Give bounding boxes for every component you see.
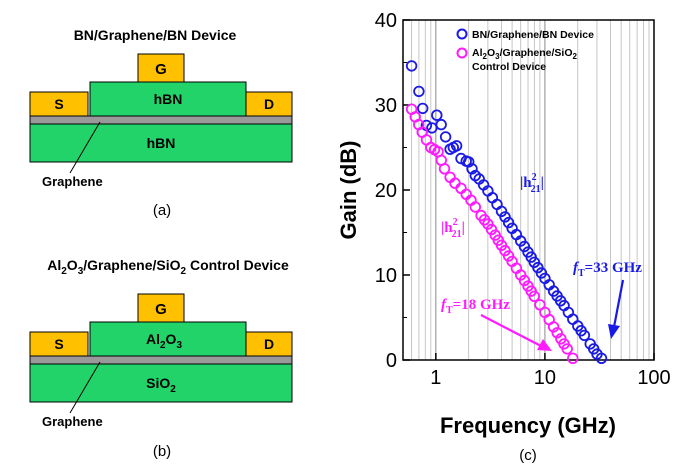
data-point [405,60,418,72]
data-point [469,201,482,213]
panel-b-title: Al2O3/Graphene/SiO2 Control Device [47,257,289,277]
gate-label-b: G [155,301,167,318]
gate-label-a: G [155,61,167,78]
data-point [450,140,463,152]
gate-contact-a [137,53,185,83]
chart-grid [411,20,650,360]
y-tick-label: 30 [375,95,397,117]
caption-b: (b) [153,443,171,460]
x-tick-label: 10 [534,367,556,389]
drain-contact-a [245,91,293,117]
y-axis-label: Gain (dB) [336,141,361,240]
data-point [534,299,546,311]
sio2-substrate-layer [29,363,293,403]
panel-a: BN/Graphene/BN Device hBN S D hBN G Grap… [29,27,293,219]
graphene-label-a: Graphene [42,174,103,189]
panel-b: Al2O3/Graphene/SiO2 Control Device SiO2 … [29,257,293,460]
graphene-pointer-a [69,121,101,174]
arrow-control [480,314,552,351]
data-point [567,352,579,365]
gate-contact-b [137,293,185,323]
graphene-pointer-b [69,361,101,414]
x-tick-label: 1 [430,367,441,389]
hbn-top-label: hBN [154,91,183,107]
data-point [561,343,573,355]
drain-label-a: D [264,96,274,112]
legend-label-control-line2: Control Device [472,61,546,73]
y-tick-label: 20 [375,180,397,202]
arrow-bn [608,279,625,339]
data-point [417,102,429,115]
al2o3-layer [89,321,247,357]
caption-c: (c) [519,447,537,464]
x-axis-label: Frequency (GHz) [440,413,616,438]
caption-a: (a) [153,202,171,219]
data-point [499,211,511,223]
annotation-h21-bn: |h2 21| [520,172,544,195]
sio2-substrate-label: SiO2 [146,375,176,395]
legend-marker-bn [456,28,468,40]
source-contact-b [29,331,89,357]
legend-marker-control [456,47,468,59]
source-label-b: S [54,336,63,352]
panel-a-title: BN/Graphene/BN Device [74,27,237,43]
data-point [463,156,475,168]
annotation-ft-control: fT=18 GHz [441,297,510,316]
data-point [518,274,531,287]
y-tick-label: 10 [375,265,397,287]
legend-label-bn: BN/Graphene/BN Device [472,29,594,41]
al2o3-label: Al2O3 [146,331,182,351]
data-point [431,109,443,121]
data-point [595,352,608,365]
y-tick-label: 0 [386,350,397,372]
data-point [528,290,541,303]
graphene-layer-b [29,355,293,365]
y-tick-label: 40 [375,10,397,32]
hbn-substrate-label: hBN [147,135,176,151]
hbn-top-layer [89,81,247,117]
source-contact-a [29,91,89,117]
annotation-h21-control: |h2 21| [441,217,465,240]
chart-legend: BN/Graphene/BN Device Al2O3/Graphene/SiO… [456,28,594,73]
drain-label-b: D [264,336,274,352]
data-point [518,240,531,253]
data-point [551,327,563,339]
data-point [438,163,451,175]
data-point [485,223,498,236]
series-0 [405,60,608,365]
chart-series [405,60,608,365]
graphene-layer-a [29,115,293,125]
data-point [435,118,447,131]
data-point [413,85,425,98]
data-point [502,216,515,229]
chart-ticks: 0 10 20 30 40 1 10 100 [375,10,671,389]
data-point [439,131,452,143]
data-point [547,321,560,333]
hbn-substrate-layer [29,123,293,163]
graphene-label-b: Graphene [42,414,103,429]
legend-label-control-line1: Al2O3/Graphene/SiO2 [472,47,578,61]
data-point [455,182,467,195]
data-point [466,163,478,175]
panel-c-chart: 0 10 20 30 40 1 10 100 Frequency (GHz) Gain (dB… [336,10,671,464]
data-point [495,205,508,218]
x-tick-label: 100 [637,367,670,389]
series-1 [405,103,579,365]
annotation-ft-bn: fT=33 GHz [573,260,642,279]
data-point [578,329,591,342]
source-label-a: S [54,96,63,112]
